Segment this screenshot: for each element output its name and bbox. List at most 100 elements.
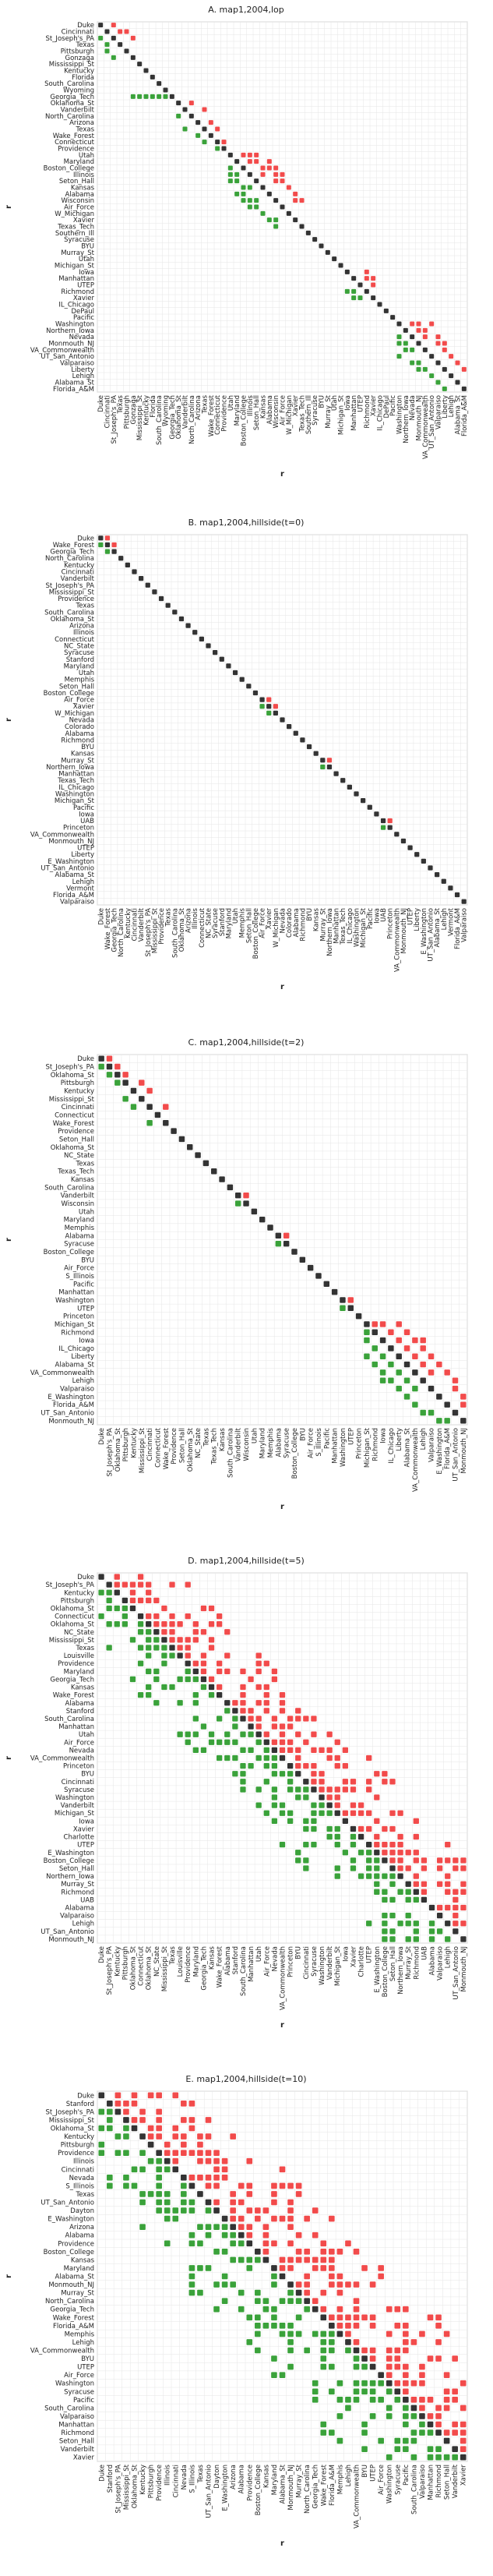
y-tick-label: Boston_College	[44, 1249, 94, 1256]
red-cell	[311, 1762, 317, 1769]
y-tick-label: Providence	[58, 2150, 94, 2157]
x-tick-label: Texas	[202, 1427, 210, 1447]
x-tick-label: UTEP	[366, 1946, 374, 1963]
red-cell	[177, 1621, 183, 1627]
red-cell	[139, 2108, 146, 2115]
y-tick-label: Georgia_Tech	[50, 1676, 94, 1684]
x-tick-label: St_Joseph's_PA	[106, 1428, 114, 1477]
green-cell	[271, 1762, 278, 1769]
red-cell	[271, 1668, 278, 1674]
y-tick-label: Pacific	[73, 804, 94, 812]
x-tick-label: Vanderbilt	[182, 394, 190, 429]
x-tick-label: Syracuse	[283, 1428, 291, 1458]
diagonal-cell	[187, 1144, 193, 1150]
green-cell	[345, 2405, 351, 2412]
diagonal-cell	[125, 562, 130, 567]
red-cell	[238, 2215, 245, 2222]
x-tick-label: Alabama	[224, 1946, 232, 1975]
gridlines	[97, 1054, 468, 1426]
red-cell	[137, 1581, 144, 1588]
green-cell	[382, 1896, 388, 1903]
red-cell	[230, 2199, 236, 2206]
red-cell	[303, 1762, 309, 1769]
x-tick-label: Oklahoma_St	[187, 1427, 195, 1472]
diagonal-cell	[161, 1637, 167, 1643]
green-cell	[410, 360, 415, 366]
y-tick-label: St_Joseph's_PA	[45, 2108, 94, 2116]
green-cell	[378, 2437, 384, 2444]
x-tick-label: Providence	[156, 2465, 164, 2501]
y-tick-label: Texas	[76, 1645, 95, 1652]
y-tick-label: Xavier	[73, 2454, 95, 2462]
x-tick-label: Utah	[251, 1428, 259, 1443]
diagonal-cell	[435, 360, 441, 366]
x-tick-label: Kansas	[209, 1945, 217, 1970]
diagonal-cell	[407, 845, 413, 850]
diagonal-cell	[283, 1240, 290, 1247]
green-cell	[224, 1708, 231, 1714]
red-cell	[205, 2182, 212, 2189]
y-tick-label: Manhattan	[58, 1723, 94, 1731]
y-tick-label: Richmond	[61, 737, 94, 744]
green-cell	[213, 2224, 220, 2230]
green-cell	[232, 1716, 238, 1722]
y-tick-label: Colorado	[65, 723, 94, 731]
diagonal-cell	[226, 663, 231, 669]
diagonal-cell	[157, 81, 162, 87]
diagonal-cell	[435, 872, 440, 878]
red-cell	[161, 1629, 167, 1635]
x-tick-label: Memphis	[267, 1427, 275, 1458]
y-tick-label: UT_San_Antonio	[40, 1928, 94, 1936]
green-cell	[273, 217, 279, 223]
green-cell	[192, 1716, 199, 1722]
red-cell	[435, 2355, 442, 2362]
red-cell	[394, 2355, 401, 2362]
diagonal-cell	[262, 2256, 269, 2263]
red-cell	[419, 2372, 425, 2378]
red-cell	[312, 2265, 319, 2271]
red-cell	[419, 2380, 425, 2387]
green-cell	[221, 2298, 228, 2304]
red-cell	[452, 2421, 458, 2428]
x-tick-label: BYU	[319, 395, 326, 408]
red-cell	[342, 1779, 348, 1785]
green-cell	[287, 2363, 294, 2370]
y-tick-label: St_Joseph's_PA	[45, 1581, 94, 1589]
x-tick-label: Kansas	[219, 1427, 227, 1451]
red-cell	[329, 2281, 335, 2288]
green-cell	[217, 1754, 223, 1762]
green-cell	[247, 198, 252, 203]
x-tick-label: Xavier	[292, 395, 300, 417]
green-cell	[389, 1928, 396, 1935]
green-cell	[382, 1873, 388, 1879]
green-cell	[353, 2380, 360, 2387]
green-cell	[254, 198, 259, 203]
heatmap-chart-c: C. map1,2004,hillside(t=2)DukeSt_Joseph'…	[5, 1037, 468, 1511]
red-cell	[371, 282, 376, 288]
green-cell	[382, 1912, 388, 1919]
green-cell	[164, 2240, 171, 2247]
diagonal-cell	[291, 1249, 298, 1255]
red-cell	[422, 327, 428, 333]
red-cell	[357, 1825, 364, 1832]
x-tick-label: Georgia_Tech	[111, 908, 119, 952]
x-tick-labels: Duke St_Joseph's_PA Kentucky Pittsburgh Okla…	[98, 1945, 468, 2010]
green-cell	[246, 2265, 253, 2271]
green-cell	[428, 1936, 435, 1942]
red-cell	[299, 198, 305, 203]
green-cell	[181, 2191, 187, 2197]
y-tick-label: Xavier	[73, 217, 95, 224]
red-cell	[369, 2281, 376, 2288]
red-cell	[224, 1668, 231, 1674]
y-tick-label: Maryland	[64, 1217, 94, 1224]
diagonal-cell	[435, 2429, 442, 2436]
green-cell	[357, 295, 363, 301]
diagonal-cell	[188, 2182, 195, 2189]
x-tick-label: North_Carolina	[304, 2465, 312, 2514]
x-tick-labels: DukeCincinnatiSt_Joseph's_PATexasPittsbu…	[97, 394, 469, 459]
green-cell	[205, 2207, 212, 2214]
red-cell	[443, 2405, 450, 2412]
y-tick-label: Memphis	[65, 2330, 95, 2338]
green-cell	[311, 1818, 317, 1824]
green-cell	[114, 1621, 120, 1627]
